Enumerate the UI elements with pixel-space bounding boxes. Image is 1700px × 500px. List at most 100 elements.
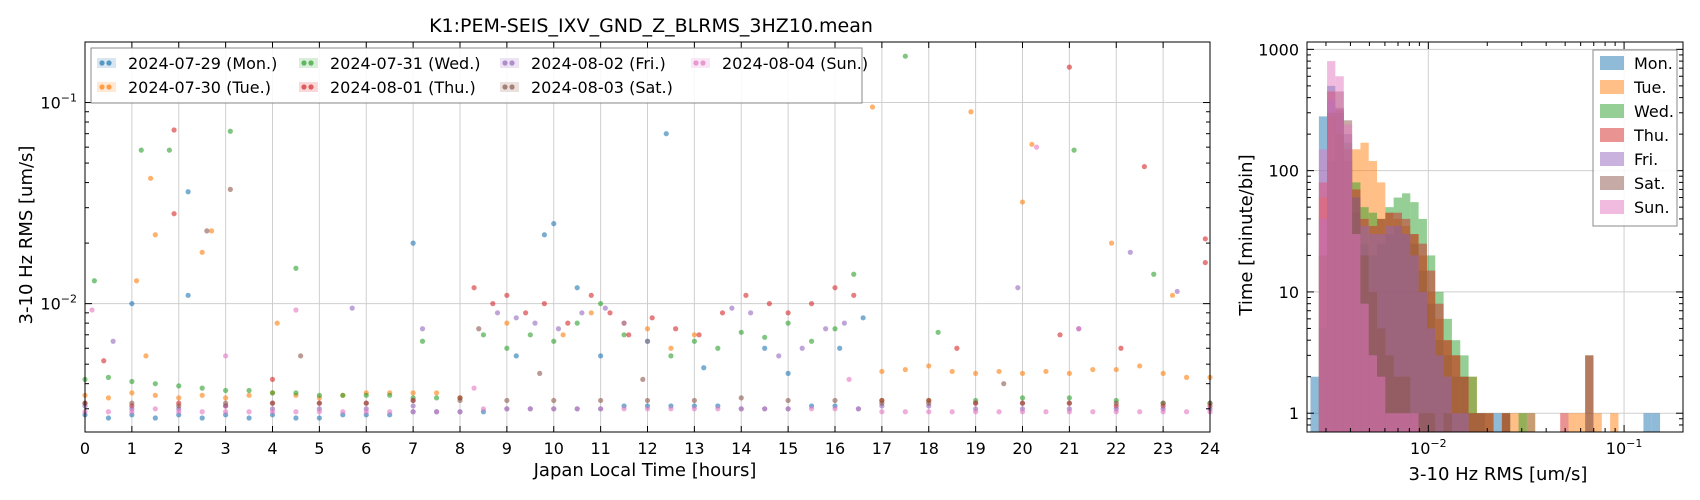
scatter-point [551, 221, 557, 227]
scatter-legend-label: 2024-08-04 (Sun.) [722, 54, 868, 73]
scatter-point [387, 392, 393, 398]
histogram-x-tick-label: 10−2 [1410, 437, 1447, 458]
histogram-x-tick-label-exponent: −1 [1626, 437, 1642, 450]
scatter-point [1183, 374, 1190, 380]
scatter-point [1033, 144, 1040, 150]
scatter-legend-swatch [500, 82, 519, 92]
scatter-point [227, 186, 233, 192]
histogram-legend-label: Fri. [1634, 150, 1658, 169]
histogram-bar [1410, 413, 1419, 432]
scatter-point [199, 385, 205, 391]
histogram-bar [1310, 376, 1319, 432]
scatter-point [598, 406, 604, 412]
histogram-x-tick-label-base: 10 [1410, 439, 1430, 458]
scatter-point [1113, 400, 1119, 406]
scatter-point [457, 409, 463, 415]
histogram-frame [1306, 41, 1684, 433]
scatter-point [1071, 147, 1077, 153]
scatter-point [1066, 395, 1072, 401]
histogram-bar [1418, 413, 1427, 432]
scatter-legend-marker [502, 84, 508, 90]
histogram-bar [1451, 355, 1461, 432]
scatter-x-tick-label: 5 [314, 439, 324, 458]
scatter-point [91, 278, 97, 284]
scatter-point [1113, 409, 1119, 415]
scatter-point [1137, 363, 1143, 369]
scatter-legend-marker [308, 60, 314, 66]
scatter-point [504, 397, 510, 404]
scatter-point [316, 409, 322, 415]
scatter-x-tick-label: 1 [127, 439, 137, 458]
scatter-point [363, 409, 369, 415]
histogram-bar [1385, 355, 1394, 432]
scatter-legend-marker [301, 84, 307, 90]
histogram-legend-label: Sat. [1634, 174, 1665, 193]
scatter-point [532, 320, 538, 326]
scatter-point [541, 301, 547, 307]
scatter-point [227, 128, 233, 134]
scatter-point [419, 326, 426, 332]
histogram-y-tick-label: 100 [1268, 162, 1299, 181]
scatter-point [902, 53, 908, 59]
scatter-x-tick-label: 14 [731, 439, 751, 458]
histogram-bar [1402, 234, 1411, 432]
scatter-chart: K1:PEM-SEIS_IXV_GND_Z_BLRMS_3HZ10.mean J… [16, 15, 1220, 481]
scatter-point [1160, 409, 1166, 415]
histogram-legend-label: Thu. [1633, 126, 1669, 145]
scatter-point [269, 390, 276, 396]
scatter-point [565, 320, 571, 326]
scatter-point [513, 353, 519, 359]
scatter-point [410, 390, 416, 396]
scatter-x-tick-label: 17 [872, 439, 892, 458]
scatter-point [808, 406, 815, 412]
histogram-bar [1501, 413, 1511, 432]
histogram-legend-entry: Sun. [1600, 198, 1670, 217]
scatter-point [668, 353, 674, 359]
histogram-legend-swatch [1600, 104, 1624, 118]
histogram-legend-entry: Mon. [1600, 54, 1673, 73]
scatter-point [1066, 409, 1072, 415]
scatter-point [832, 406, 838, 412]
scatter-point [1015, 285, 1021, 291]
histogram-y-axis-label: Time [minute/bin] [1236, 154, 1257, 316]
scatter-point [855, 406, 862, 412]
scatter-point [171, 127, 177, 133]
scatter-point [410, 409, 416, 415]
scatter-point [860, 315, 866, 321]
histogram-bar [1402, 413, 1411, 432]
scatter-point [644, 338, 651, 344]
scatter-point [598, 301, 604, 307]
scatter-y-ticks: 10−210−1 [40, 41, 1210, 410]
scatter-point [199, 409, 205, 415]
scatter-point [110, 338, 116, 344]
scatter-point [762, 345, 768, 351]
scatter-point [223, 387, 229, 394]
scatter-point [663, 131, 669, 137]
scatter-y-tick-label: 10−2 [40, 293, 77, 314]
scatter-point [621, 406, 627, 412]
scatter-point [996, 368, 1002, 375]
histogram-bar [1343, 124, 1353, 432]
histogram-bar [1352, 234, 1361, 432]
histogram-bar [1460, 413, 1469, 432]
scatter-point [513, 315, 519, 321]
scatter-point [433, 409, 440, 415]
scatter-point [504, 406, 510, 412]
scatter-point [490, 301, 496, 307]
scatter-point [340, 392, 346, 398]
scatter-point [274, 320, 280, 326]
scatter-point [785, 406, 791, 412]
scatter-point [879, 400, 885, 406]
scatter-point [644, 406, 651, 412]
scatter-x-tick-label: 6 [361, 439, 371, 458]
scatter-point [640, 376, 646, 383]
scatter-point [340, 409, 346, 415]
histogram-y-tick-label: 1000 [1258, 40, 1299, 59]
scatter-point [527, 406, 533, 412]
scatter-legend-entry: 2024-07-31 (Wed.) [299, 54, 481, 73]
histogram-legend-label: Mon. [1634, 54, 1673, 73]
scatter-point [1076, 326, 1082, 332]
histogram-x-axis-label: 3-10 Hz RMS [um/s] [1409, 464, 1588, 485]
histogram-bar [1318, 149, 1328, 433]
scatter-point [1019, 395, 1026, 401]
